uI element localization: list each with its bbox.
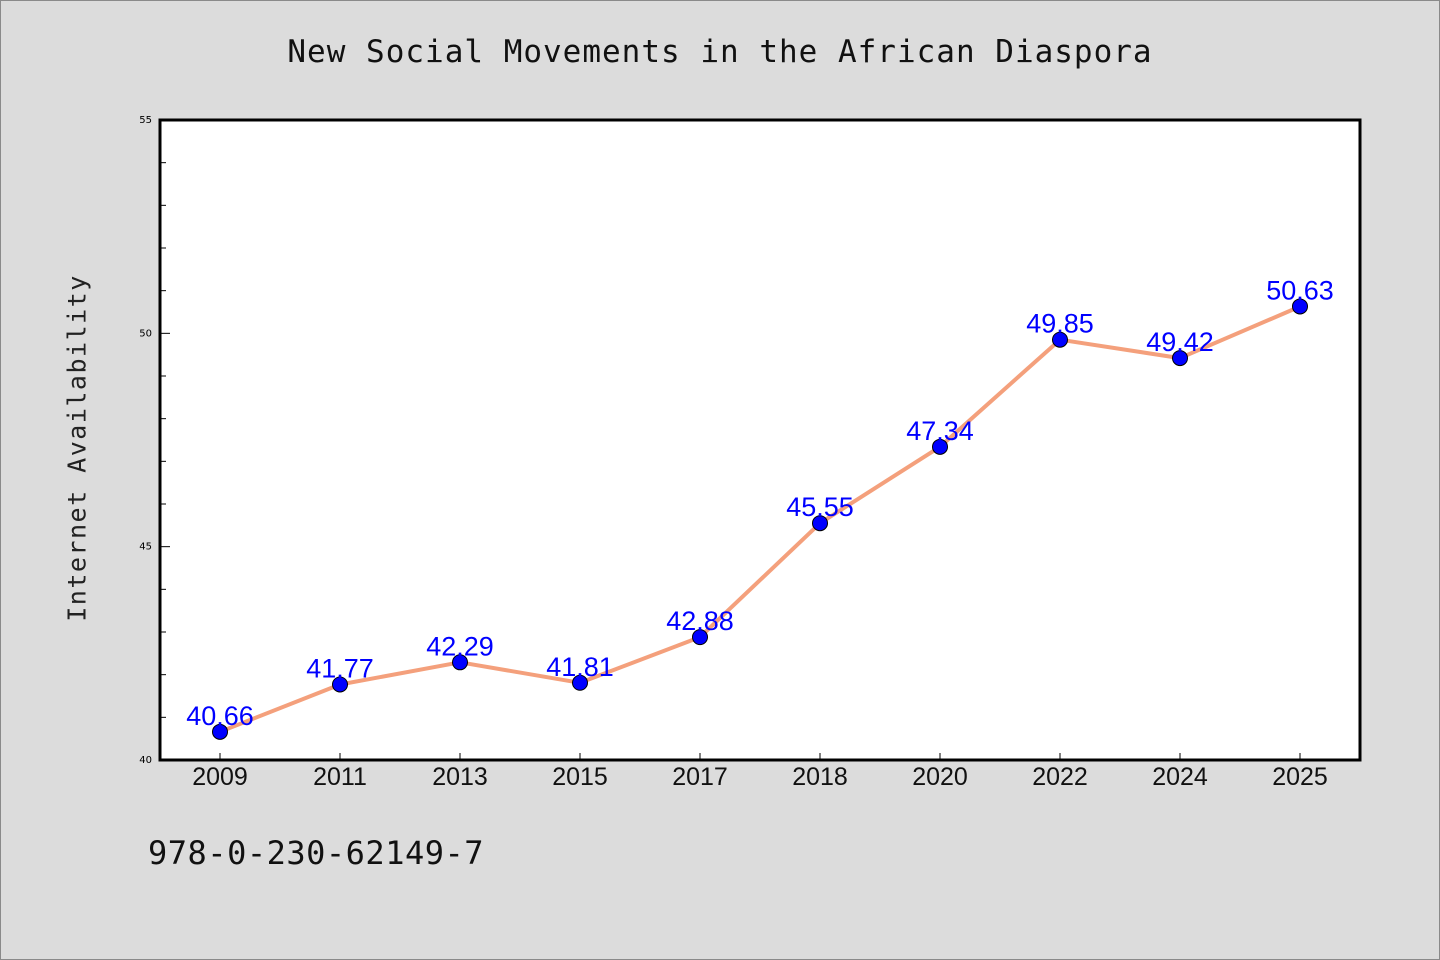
data-label: 41.81 — [546, 652, 614, 682]
plot-area — [160, 120, 1360, 760]
data-point — [1172, 350, 1188, 367]
data-point — [452, 654, 468, 671]
x-tick-label: 2022 — [1032, 763, 1088, 791]
x-tick-label: 2011 — [313, 763, 367, 791]
data-label: 42.88 — [666, 606, 734, 636]
series-markers — [212, 298, 1308, 740]
data-label: 47.34 — [906, 416, 974, 446]
data-label: 50.63 — [1266, 275, 1334, 305]
data-label: 42.29 — [426, 631, 494, 661]
data-point — [692, 629, 708, 646]
x-tick-label: 2020 — [912, 763, 968, 791]
series-line — [218, 304, 1302, 734]
data-point — [932, 438, 948, 455]
plot-border — [158, 118, 1362, 762]
data-labels: 40.66 41.77 42.29 41.81 42.88 45.55 47.34 49.85… — [186, 275, 1334, 730]
x-tick-label: 2009 — [192, 763, 248, 791]
data-point — [332, 676, 348, 693]
x-tick-label: 2013 — [432, 763, 488, 791]
y-tick-label: 45 — [139, 542, 152, 553]
data-point — [572, 674, 588, 691]
data-point — [1292, 298, 1308, 315]
data-label: 41.77 — [306, 653, 374, 683]
data-point — [1052, 331, 1068, 348]
data-label: 49.42 — [1146, 327, 1214, 357]
y-tick-label: 50 — [139, 328, 152, 339]
x-tick-label: 2024 — [1152, 763, 1208, 791]
x-tick-label: 2025 — [1272, 763, 1328, 791]
data-label: 45.55 — [786, 492, 854, 522]
x-tick-label: 2018 — [792, 763, 848, 791]
data-label: 49.85 — [1026, 309, 1094, 339]
isbn-text: 978-0-230-62149-7 — [148, 834, 485, 872]
data-point — [812, 515, 828, 532]
x-axis: 2009 2011 2013 2015 2017 2018 2020 2022 2024 2025 — [192, 753, 1328, 791]
data-label: 40.66 — [186, 701, 254, 731]
x-tick-label: 2015 — [552, 763, 608, 791]
y-tick-label: 55 — [139, 115, 152, 126]
data-point — [212, 723, 228, 740]
x-tick-label: 2017 — [672, 763, 728, 791]
chart-title: New Social Movements in the African Dias… — [287, 34, 1153, 70]
y-tick-label: 40 — [139, 755, 152, 766]
